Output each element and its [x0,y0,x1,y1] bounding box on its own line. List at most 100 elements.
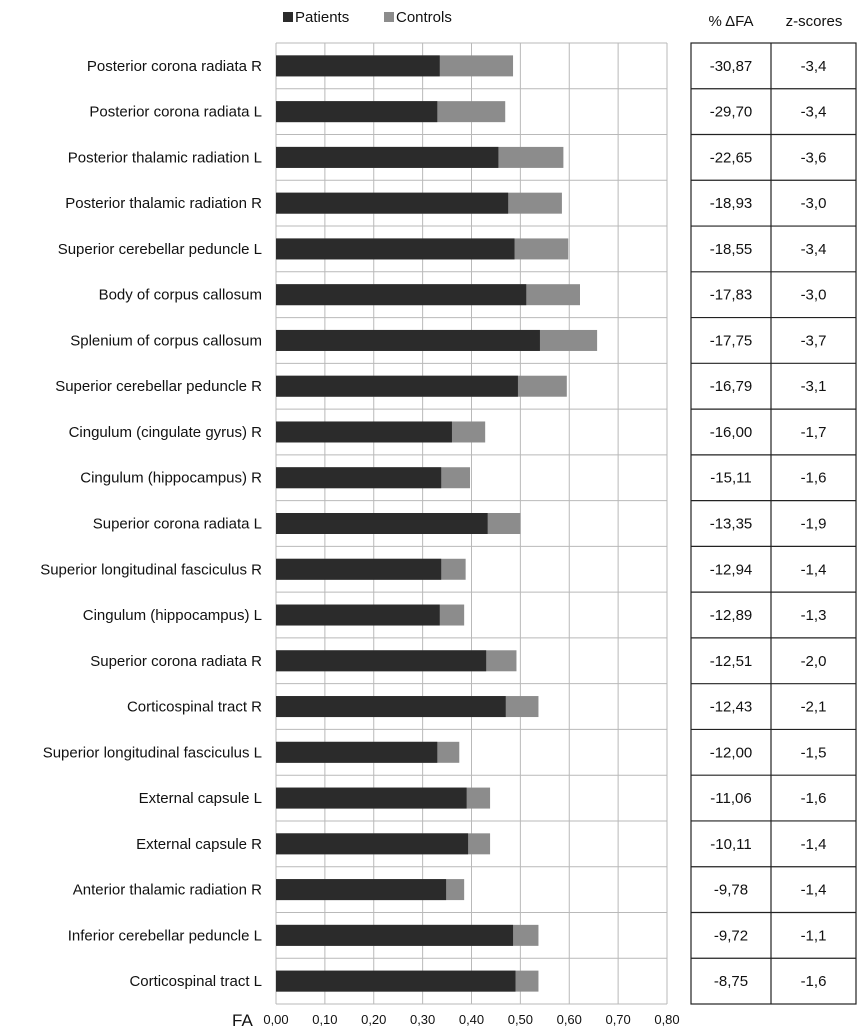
bar-patients-superior-cerebellar-peduncle-l [276,238,515,260]
table-cell-delta-fa: -22,65 [710,149,753,166]
table-header-delta-fa: % ΔFA [708,13,753,30]
bar-patients-body-of-corpus-callosum [276,284,527,306]
category-label: Inferior cerebellar peduncle L [68,927,262,944]
table-cell-z-score: -1,6 [801,973,827,990]
bar-patients-cingulum-cingulate-gyrus-r [276,421,452,443]
bar-patients-cingulum-hippocampus-l [276,604,440,626]
category-label: Posterior thalamic radiation L [68,149,262,166]
table-cell-delta-fa: -12,89 [710,607,753,624]
bar-patients-corticospinal-tract-r [276,696,506,718]
table-cell-z-score: -1,7 [801,424,827,441]
bar-patients-superior-longitudinal-fasciculus-r [276,558,442,580]
table-cell-delta-fa: -12,43 [710,699,753,716]
category-label: Cingulum (hippocampus) L [83,607,262,624]
bar-patients-posterior-corona-radiata-r [276,55,440,77]
table-cell-delta-fa: -16,79 [710,378,753,395]
table-cell-delta-fa: -12,94 [710,561,753,578]
bar-patients-splenium-of-corpus-callosum [276,329,540,351]
table-cell-z-score: -3,4 [801,104,827,121]
legend-label-patients: Patients [295,9,349,26]
table-cell-delta-fa: -11,06 [710,790,751,807]
bar-patients-superior-corona-radiata-r [276,650,487,672]
table-cell-delta-fa: -12,00 [710,744,753,761]
category-label: Superior cerebellar peduncle L [58,241,262,258]
category-label: Body of corpus callosum [99,287,262,304]
table-cell-delta-fa: -9,78 [714,882,748,899]
table-cell-z-score: -3,0 [801,287,827,304]
category-label: Cingulum (cingulate gyrus) R [69,424,263,441]
x-tick-label: 0,70 [605,1012,630,1027]
bar-patients-superior-longitudinal-fasciculus-l [276,741,438,763]
bar-patients-superior-corona-radiata-l [276,513,488,534]
stats-table: % ΔFA z-scores -30,87 -3,4 -29,70 -3,4 -22,6… [690,13,857,1005]
table-cell-delta-fa: -9,72 [714,927,748,944]
category-label: Superior longitudinal fasciculus L [43,744,262,761]
x-tick-label: 0,40 [459,1012,484,1027]
table-cell-delta-fa: -30,87 [710,58,753,75]
table-cell-z-score: -2,0 [801,653,827,670]
legend-swatch-controls [384,12,394,22]
table-cell-delta-fa: -18,93 [710,195,753,212]
table-cell-z-score: -1,9 [801,516,827,533]
category-label: Splenium of corpus callosum [70,332,262,349]
table-cell-delta-fa: -16,00 [710,424,753,441]
category-label: Anterior thalamic radiation R [73,882,262,899]
category-label: Superior longitudinal fasciculus R [40,561,262,578]
bar-patients-posterior-thalamic-radiation-l [276,146,499,168]
category-label: Posterior corona radiata L [89,104,262,121]
x-tick-label: 0,20 [361,1012,386,1027]
category-label: Posterior corona radiata R [87,58,262,75]
legend-swatch-patients [283,12,293,22]
table-cell-delta-fa: -12,51 [710,653,753,670]
table-cell-z-score: -1,6 [801,470,827,487]
bar-patients-posterior-thalamic-radiation-r [276,192,509,214]
table-cell-z-score: -3,1 [801,378,827,395]
table-cell-delta-fa: -29,70 [710,104,753,121]
table-cell-z-score: -3,4 [801,58,827,75]
category-labels: Posterior corona radiata R Posterior coro… [40,58,262,990]
legend: Patients Controls [283,9,452,26]
x-tick-label: 0,30 [410,1012,435,1027]
table-cell-z-score: -1,4 [801,561,827,578]
x-tick-label: 0,50 [508,1012,533,1027]
bar-patients-cingulum-hippocampus-r [276,467,442,489]
category-label: Superior corona radiata L [93,516,262,533]
bar-patients-superior-cerebellar-peduncle-r [276,375,518,397]
category-label: Cingulum (hippocampus) R [80,470,262,487]
bar-patients-inferior-cerebellar-peduncle-l [276,924,514,946]
table-cell-delta-fa: -17,83 [710,287,753,304]
table-cell-z-score: -1,6 [801,790,827,807]
category-label: External capsule R [136,836,262,853]
table-cell-z-score: -3,4 [801,241,827,258]
table-cell-z-score: -3,7 [801,332,827,349]
x-tick-label: 0,00 [263,1012,288,1027]
table-cell-z-score: -1,5 [801,744,827,761]
table-cell-z-score: -1,1 [801,927,827,944]
legend-label-controls: Controls [396,9,452,26]
bar-patients-external-capsule-r [276,833,469,855]
table-cell-z-score: -1,4 [801,882,827,899]
category-label: External capsule L [139,790,262,807]
table-cell-delta-fa: -10,11 [710,836,751,853]
bars [276,55,598,992]
category-label: Corticospinal tract R [127,699,262,716]
x-tick-label: 0,80 [654,1012,679,1027]
table-cell-z-score: -1,4 [801,836,827,853]
category-label: Superior corona radiata R [90,653,262,670]
table-header-z-scores: z-scores [786,13,843,30]
table-cell-delta-fa: -15,11 [710,470,751,487]
category-label: Superior cerebellar peduncle R [55,378,262,395]
table-cell-z-score: -3,0 [801,195,827,212]
table-cell-z-score: -3,6 [801,149,827,166]
bar-patients-corticospinal-tract-l [276,970,516,992]
x-axis: FA 0,00 0,10 0,20 0,30 0,40 0,50 0,60 0,70 0,80 [232,1011,680,1028]
table-cell-delta-fa: -8,75 [714,973,748,990]
bar-patients-anterior-thalamic-radiation-r [276,879,447,901]
bar-patients-posterior-corona-radiata-l [276,101,438,123]
table-cell-delta-fa: -18,55 [710,241,753,258]
x-tick-label: 0,60 [557,1012,582,1027]
category-label: Posterior thalamic radiation R [65,195,262,212]
table-cell-delta-fa: -17,75 [710,332,753,349]
table-cell-delta-fa: -13,35 [710,516,753,533]
bar-patients-external-capsule-l [276,787,467,809]
